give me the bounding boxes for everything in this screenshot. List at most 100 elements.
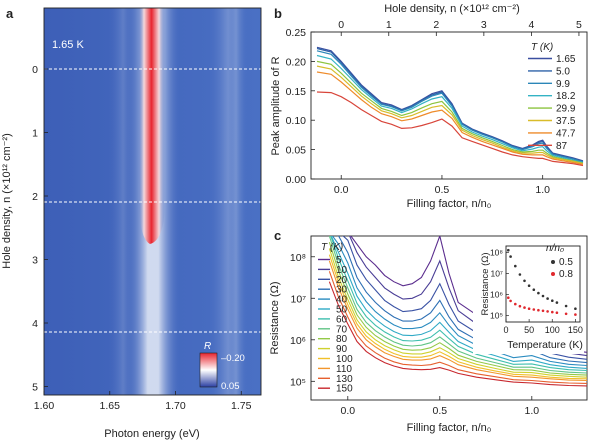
c-series-line-150 [328, 281, 587, 387]
inset-frame [505, 245, 581, 323]
b-xtick-label: 0.5 [435, 184, 450, 196]
inset-point-0.5 [546, 297, 549, 300]
b-ytick-label: 0.00 [286, 174, 307, 186]
a-xtick-label: 1.75 [231, 400, 252, 412]
panel-a-frame [43, 7, 262, 396]
c-ytick-label: 10⁵ [290, 376, 306, 388]
panel-b-xlabel: Filling factor, n/n₀ [407, 198, 492, 210]
temperature-tag: 1.65 K [52, 39, 84, 51]
c-series-line-100 [328, 254, 587, 380]
inset-legend-label: 0.8 [559, 269, 573, 280]
inset-x-ticks: 0 50 100 150 [503, 319, 583, 335]
c-ytick-label: 10⁷ [291, 293, 307, 305]
c-series-line-60 [330, 236, 587, 372]
panel-c-inset: 0 50 100 150 10⁵ 10⁶ 10⁷ 10⁸ Temperature (K) R… [473, 238, 584, 354]
c-legend-label: 90 [336, 344, 348, 355]
b-legend-label: 1.65 [556, 54, 576, 65]
b-legend-label: 37.5 [556, 116, 576, 127]
b-ytick-label: 0.25 [286, 27, 307, 39]
c-series-line-90 [328, 248, 587, 378]
c-xtick-label: 0.5 [432, 405, 447, 417]
b-series-line-18.2 [316, 54, 584, 164]
inset-legend: 0.50.8 [551, 257, 573, 280]
panel-b-legend-title: T (K) [531, 42, 553, 53]
b-toptick-label: 1 [386, 19, 392, 31]
inset-point-0.8 [564, 312, 568, 316]
inset-legend-marker [551, 260, 555, 264]
inset-point-0.5 [541, 294, 545, 298]
b-toptick-label: 0 [338, 19, 344, 31]
a-xtick-label: 1.70 [165, 400, 186, 412]
b-series-line-47.7 [316, 71, 584, 165]
a-ytick-label: 1 [32, 128, 38, 140]
inset-ytick-label: 10⁷ [490, 268, 503, 278]
b-series-line-29.9 [316, 60, 584, 164]
a-ytick-label: 2 [32, 191, 38, 203]
panel-b: b Hole density, n (×10¹² cm⁻²) 0.0 0.5 1.0… [270, 3, 588, 210]
inset-point-0.8 [551, 310, 554, 314]
c-legend-label: 60 [336, 314, 348, 325]
a-ytick-label: 5 [32, 382, 38, 394]
inset-ytick-label: 10⁵ [490, 311, 503, 321]
panel-b-label: b [274, 6, 282, 21]
b-legend-label: 9.9 [556, 79, 570, 90]
heatmap-main-peak [138, 8, 165, 244]
panel-b-ylabel: Peak amplitude of R [270, 56, 282, 155]
a-xtick-label: 1.60 [34, 400, 55, 412]
colorbar [199, 352, 218, 388]
b-legend-label: 5.0 [556, 66, 570, 77]
inset-background [473, 238, 584, 354]
panel-b-x-ticks: 0.0 0.5 1.0 [334, 175, 550, 196]
inset-point-0.8 [514, 302, 517, 306]
panel-a-ylabel: Hole density, n (×10¹² cm⁻²) [1, 133, 13, 269]
inset-point-0.5 [574, 307, 577, 311]
c-xtick-label: 0.0 [340, 405, 355, 417]
b-xtick-label: 0.0 [334, 184, 349, 196]
c-legend-label: 110 [336, 364, 352, 375]
c-legend-label: 5 [336, 255, 342, 266]
inset-point-0.5 [518, 273, 522, 276]
inset-point-0.8 [574, 313, 577, 316]
b-legend-label: 87 [556, 141, 568, 152]
b-legend-label: 29.9 [556, 104, 576, 115]
inset-point-0.8 [507, 296, 510, 300]
b-legend-label: 18.2 [556, 91, 576, 102]
a-ytick-label: 0 [32, 64, 38, 76]
b-xtick-label: 1.0 [535, 184, 550, 196]
inset-ylabel: Resistance (Ω) [480, 252, 491, 315]
inset-point-0.5 [514, 264, 517, 268]
b-ytick-label: 0.05 [286, 145, 307, 157]
c-series-line-130 [328, 271, 587, 384]
b-toptick-label: 4 [528, 19, 534, 31]
panel-b-y-ticks: 0.00 0.05 0.10 0.15 0.20 0.25 [286, 27, 315, 186]
panel-b-top-xlabel: Hole density, n (×10¹² cm⁻²) [384, 3, 520, 15]
c-legend-label: 10 [336, 265, 348, 276]
c-legend-label: 80 [336, 334, 348, 345]
b-toptick-label: 5 [576, 19, 582, 31]
c-legend-label: 30 [336, 285, 348, 296]
c-series-line-80 [328, 242, 587, 376]
inset-points [507, 248, 577, 316]
inset-point-0.5 [551, 299, 554, 303]
c-ytick-label: 10⁶ [290, 335, 306, 347]
b-toptick-label: 2 [433, 19, 439, 31]
b-ytick-label: 0.20 [286, 56, 307, 68]
b-legend-label: 47.7 [556, 128, 576, 139]
a-ytick-label: 3 [32, 255, 38, 267]
colorbar-min-label: 0.05 [221, 381, 240, 392]
inset-point-0.5 [507, 248, 510, 252]
c-ytick-label: 10⁸ [290, 252, 306, 264]
b-series-line-87 [316, 91, 584, 167]
c-legend-label: 70 [336, 324, 348, 335]
panel-c-ylabel: Resistance (Ω) [269, 281, 281, 354]
inset-point-0.8 [546, 310, 549, 313]
panel-b-top-ticks: 0 1 2 3 4 5 [338, 19, 582, 36]
inset-legend-label: 0.5 [559, 257, 573, 268]
panel-c-xlabel: Filling factor, n/n₀ [407, 422, 492, 434]
c-series-line-110 [328, 260, 587, 382]
inset-point-0.5 [564, 304, 568, 308]
inset-point-0.5 [532, 288, 536, 292]
inset-xtick-label: 150 [568, 325, 583, 335]
inset-point-0.8 [532, 308, 536, 311]
